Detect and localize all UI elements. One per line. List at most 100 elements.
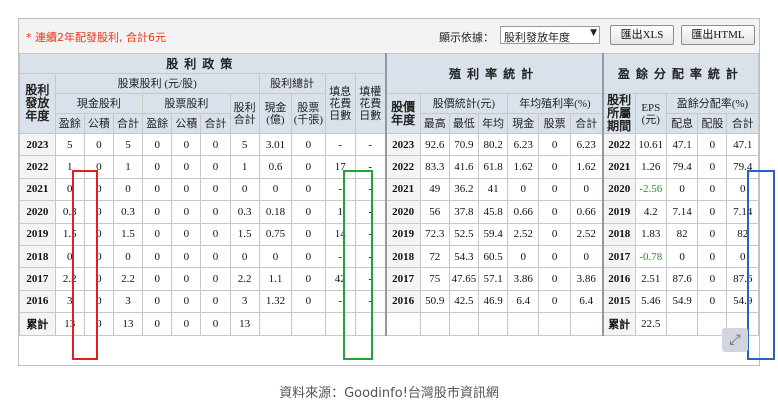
cell-ystock: 0 <box>538 155 571 179</box>
cell-c-res: 0 <box>83 200 114 224</box>
cell-ycash: 6.4 <box>507 289 540 314</box>
cell-ycash: 6.23 <box>507 132 540 157</box>
cell-low: 37.8 <box>448 200 479 224</box>
cell-s-tot: 0 <box>200 155 231 179</box>
yield-total-header: 合計 <box>569 113 604 134</box>
cell-year: 2017 <box>19 267 56 291</box>
cell-ycash: 0 <box>507 244 540 269</box>
total-s-earn: 0 <box>142 312 173 336</box>
table-row: 2019 1.5 0 1.5 0 0 0 1.5 0.75 0 14-2019 72.3 52.5 59.… <box>19 222 759 246</box>
cell-s-tot: 0 <box>200 200 231 224</box>
table-row: 2020 0.3 0 0.3 0 0 0 0.3 0.18 0 1-2020 56 37.8 45.8 0.… <box>19 200 759 224</box>
cell-pyear: 2023 <box>384 132 421 157</box>
cell-eps: 1.83 <box>634 222 667 246</box>
cell-rcash: 47.1 <box>665 132 699 157</box>
cell-rstock: 0 <box>697 200 728 224</box>
price-high-header: 最高 <box>419 113 450 134</box>
cell-rstock: 0 <box>697 155 728 179</box>
export-xls-button[interactable]: 匯出XLS <box>610 25 674 45</box>
cell-stock-amt: 0 <box>291 222 326 246</box>
cell-ytot: 0 <box>569 244 604 269</box>
cell-ytot: 1.62 <box>569 155 604 179</box>
year-column-header: 股利發放年度 <box>19 73 56 134</box>
cell-rcash: 0 <box>665 177 699 202</box>
cell-div-tot: 3 <box>229 289 260 314</box>
table-row: 2021 0 0 0 0 0 0 0 0 0- -2021 49 36.2 41 0 0 0 2020 -2.56 0… <box>19 177 759 202</box>
dividend-summary-note: * 連續2年配發股利, 合計6元 <box>26 31 166 44</box>
expand-icon[interactable]: ⤢ <box>722 328 748 352</box>
sort-select-value: 股利發放年度 <box>504 31 570 44</box>
cell-avg: 57.1 <box>477 267 509 291</box>
cell-s-res: 0 <box>171 132 202 157</box>
stock-reserve-header: 公積 <box>171 113 202 134</box>
cell-s-tot: 0 <box>200 244 231 269</box>
cell-eps: -2.56 <box>634 177 667 202</box>
cell-cash-amt: 1.1 <box>258 267 293 291</box>
cell-year: 2020 <box>19 200 56 224</box>
cell-c-earn: 2.2 <box>54 267 85 291</box>
payout-ratio-header: 盈餘分配率(%) <box>665 93 760 114</box>
empty-cell <box>569 312 604 336</box>
total-eps: 22.5 <box>634 312 667 336</box>
cell-ystock: 0 <box>538 267 571 291</box>
cell-div-tot: 1 <box>229 155 260 179</box>
cell-ytot: 0 <box>569 177 604 202</box>
export-html-button[interactable]: 匯出HTML <box>681 25 755 45</box>
cell-c-tot: 0 <box>112 177 144 202</box>
sort-select[interactable]: 股利發放年度 ▼ <box>500 26 600 44</box>
cell-rtot: 79.4 <box>726 155 759 179</box>
cell-s-tot: 0 <box>200 132 231 157</box>
chevron-down-icon: ▼ <box>590 28 597 38</box>
cell-rstock: 0 <box>697 267 728 291</box>
yield-stock-header: 股票 <box>538 113 571 134</box>
cell-c-res: 0 <box>83 244 114 269</box>
cell-fill-rt: - <box>354 244 387 269</box>
cell-div-tot: 0 <box>229 244 260 269</box>
cash-reserve-header: 公積 <box>83 113 114 134</box>
table-row: 2022 1 0 1 0 0 0 1 0.6 0 17-2022 83.3 41.6 61.8 1.62 0 1… <box>19 155 759 179</box>
empty-cell <box>324 312 356 336</box>
cell-rstock: 0 <box>697 244 728 269</box>
cell-s-earn: 0 <box>142 222 173 246</box>
cell-fyear: 2016 <box>601 267 636 291</box>
cell-avg: 61.8 <box>477 155 509 179</box>
cell-fyear: 2019 <box>601 200 636 224</box>
cell-c-res: 0 <box>83 289 114 314</box>
empty-cell <box>665 312 699 336</box>
cell-c-tot: 2.2 <box>112 267 144 291</box>
cash-dividend-header: 現金股利 <box>54 93 144 114</box>
total-div-tot: 13 <box>229 312 260 336</box>
empty-cell <box>507 312 540 336</box>
cell-s-earn: 0 <box>142 132 173 157</box>
cell-eps: 2.51 <box>634 267 667 291</box>
cell-low: 52.5 <box>448 222 479 246</box>
empty-cell <box>697 312 728 336</box>
cell-s-tot: 0 <box>200 177 231 202</box>
cell-cash-amt: 0 <box>258 244 293 269</box>
cell-rcash: 7.14 <box>665 200 699 224</box>
cell-stock-amt: 0 <box>291 132 326 157</box>
cell-rcash: 87.6 <box>665 267 699 291</box>
dividend-policy-header: 股利政策 <box>18 53 387 74</box>
cell-c-res: 0 <box>83 267 114 291</box>
cell-c-res: 0 <box>83 177 114 202</box>
cell-div-tot: 0.3 <box>229 200 260 224</box>
payout-total-header: 合計 <box>726 113 759 134</box>
cell-c-earn: 1 <box>54 155 85 179</box>
cell-c-tot: 1.5 <box>112 222 144 246</box>
cell-year: 2018 <box>19 244 56 269</box>
cell-fyear: 2022 <box>601 132 636 157</box>
cell-pyear: 2021 <box>384 177 421 202</box>
cell-rstock: 0 <box>697 177 728 202</box>
table-row: 2023 5 0 5 0 0 0 5 3.01 0- -2023 92.6 70.9 80.2 6.23 0 6… <box>19 132 759 157</box>
cell-s-res: 0 <box>171 155 202 179</box>
yield-cash-header: 現金 <box>507 113 540 134</box>
cell-fyear: 2017 <box>601 244 636 269</box>
cell-ycash: 0.66 <box>507 200 540 224</box>
cell-s-earn: 0 <box>142 244 173 269</box>
yield-stats-header: 殖利率統計 <box>384 53 604 94</box>
cell-eps: 4.2 <box>634 200 667 224</box>
cell-avg: 45.8 <box>477 200 509 224</box>
cell-high: 92.6 <box>419 132 450 157</box>
cell-s-earn: 0 <box>142 155 173 179</box>
